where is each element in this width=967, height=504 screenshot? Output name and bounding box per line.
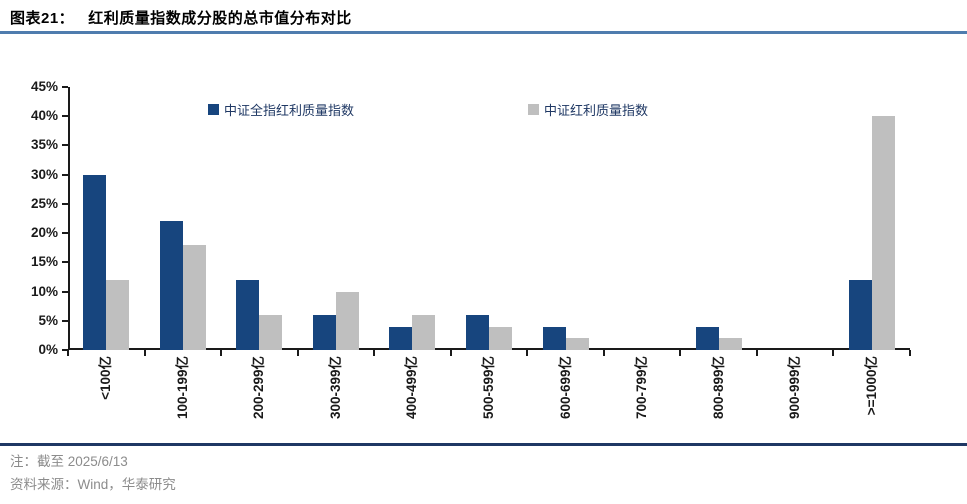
bar-series1->=1000亿	[871, 116, 895, 350]
y-tick-mark	[62, 261, 68, 264]
y-tick-label-10: 10%	[30, 283, 58, 299]
x-tick-label-6: 600-699亿	[557, 356, 573, 420]
source-line: 资料来源：Wind，华泰研究	[10, 477, 176, 492]
figure-notes: 注：截至 2025/6/13 资料来源：Wind，华泰研究	[10, 450, 176, 496]
x-tick-mark	[526, 350, 529, 356]
x-tick-mark	[67, 350, 69, 356]
x-tick-label-10: >=1000亿	[863, 356, 879, 416]
x-tick-label-7: 700-799亿	[634, 356, 650, 420]
bar-series0-<100亿	[83, 174, 107, 350]
legend-item-csi-all-share-dividend-quality: 中证全指红利质量指数	[208, 100, 354, 119]
x-tick-mark	[449, 350, 452, 356]
bar-series1-800-899亿	[718, 338, 742, 350]
bar-series0->=1000亿	[848, 279, 872, 350]
y-tick-label-25: 25%	[30, 195, 58, 211]
legend-swatch-gray	[528, 104, 539, 115]
x-tick-mark	[602, 350, 605, 356]
y-tick-mark	[62, 349, 68, 351]
bar-series0-800-899亿	[695, 326, 719, 350]
bar-series1-100-199亿	[182, 244, 206, 350]
y-tick-mark	[62, 202, 68, 205]
x-tick-label-3: 300-399亿	[327, 356, 343, 420]
figure-title-text: 红利质量指数成分股的总市值分布对比	[88, 10, 352, 27]
note-line: 注：截至 2025/6/13	[10, 454, 128, 469]
footer-divider-rule	[0, 443, 967, 446]
y-tick-label-35: 35%	[30, 137, 58, 153]
x-tick-label-4: 400-499亿	[404, 356, 420, 420]
x-tick-label-9: 900-999亿	[787, 356, 803, 420]
figure-title: 图表21： 红利质量指数成分股的总市值分布对比	[10, 7, 352, 28]
title-divider-rule	[0, 31, 967, 34]
y-tick-mark	[62, 319, 68, 322]
x-tick-mark	[296, 350, 299, 356]
x-tick-mark	[679, 350, 682, 356]
legend-swatch-navy	[208, 104, 219, 115]
legend-item-csi-dividend-quality: 中证红利质量指数	[528, 100, 648, 119]
y-tick-label-45: 45%	[30, 79, 58, 94]
y-tick-mark	[62, 173, 68, 176]
bar-series1-300-399亿	[335, 291, 359, 350]
x-tick-mark	[832, 350, 835, 356]
bar-series0-400-499亿	[389, 326, 413, 350]
y-tick-label-15: 15%	[30, 254, 58, 270]
bar-series1-600-699亿	[565, 338, 589, 350]
x-tick-label-5: 500-599亿	[481, 356, 496, 420]
y-tick-label-40: 40%	[30, 108, 58, 124]
y-tick-mark	[62, 115, 68, 118]
legend-label: 中证红利质量指数	[544, 103, 649, 118]
x-tick-mark	[220, 350, 223, 356]
bar-series0-100-199亿	[159, 221, 183, 350]
bar-series0-600-699亿	[542, 326, 566, 350]
bar-series0-300-399亿	[312, 314, 336, 350]
x-tick-mark	[373, 350, 376, 356]
y-tick-mark	[62, 232, 68, 235]
y-tick-label-30: 30%	[30, 166, 58, 182]
x-tick-label-8: 800-899亿	[710, 356, 726, 420]
figure-number-label: 图表21：	[10, 10, 75, 27]
y-tick-label-0: 0%	[38, 342, 58, 357]
bar-series1-<100亿	[106, 279, 130, 350]
bar-series1-400-499亿	[412, 314, 436, 350]
bar-series0-200-299亿	[236, 279, 260, 350]
x-tick-mark	[143, 350, 146, 356]
y-tick-mark	[62, 144, 68, 147]
legend-label: 中证全指红利质量指数	[224, 103, 355, 118]
y-tick-label-20: 20%	[30, 225, 58, 241]
bar-series0-500-599亿	[466, 314, 489, 350]
x-tick-label-2: 200-299亿	[251, 356, 267, 420]
x-tick-label-0: <100亿	[98, 356, 114, 400]
y-tick-label-5: 5%	[38, 312, 58, 328]
bar-series1-200-299亿	[259, 314, 283, 350]
y-tick-mark	[62, 290, 68, 293]
x-tick-mark	[909, 350, 911, 356]
y-tick-mark	[62, 86, 68, 88]
x-tick-mark	[755, 350, 758, 356]
bar-series1-500-599亿	[489, 326, 512, 350]
x-tick-label-1: 100-199亿	[174, 356, 190, 420]
